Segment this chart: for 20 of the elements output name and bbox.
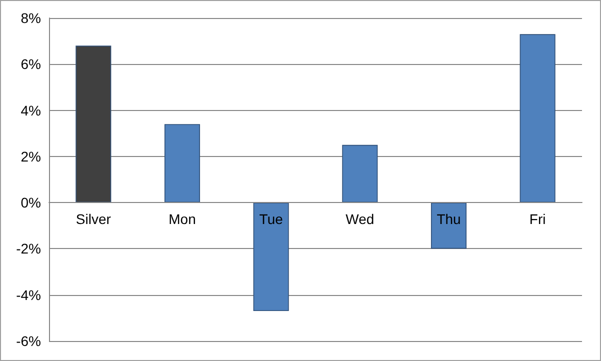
bar: [253, 202, 289, 312]
x-tick-label: Tue: [259, 210, 284, 227]
bar: [430, 202, 467, 249]
y-tick-label: 4%: [20, 102, 41, 118]
y-tick-label: 8%: [20, 10, 41, 26]
y-tick-label: 0%: [20, 194, 41, 211]
y-tick-label: -4%: [16, 286, 41, 303]
x-tick-label: Wed: [346, 210, 374, 227]
y-tick-label: -6%: [16, 333, 41, 349]
y-tick-label: 6%: [20, 56, 41, 72]
x-tick-label: Mon: [168, 210, 196, 227]
bar: [342, 144, 378, 203]
y-tick-label: -2%: [16, 240, 41, 257]
y-tick-label: 2%: [20, 148, 41, 164]
x-tick-label: Silver: [76, 210, 112, 227]
x-tick-label: Fri: [529, 210, 546, 227]
x-tick-label: Thu: [436, 210, 461, 227]
bar: [164, 124, 200, 203]
bar: [76, 46, 112, 203]
bar: [520, 34, 556, 203]
